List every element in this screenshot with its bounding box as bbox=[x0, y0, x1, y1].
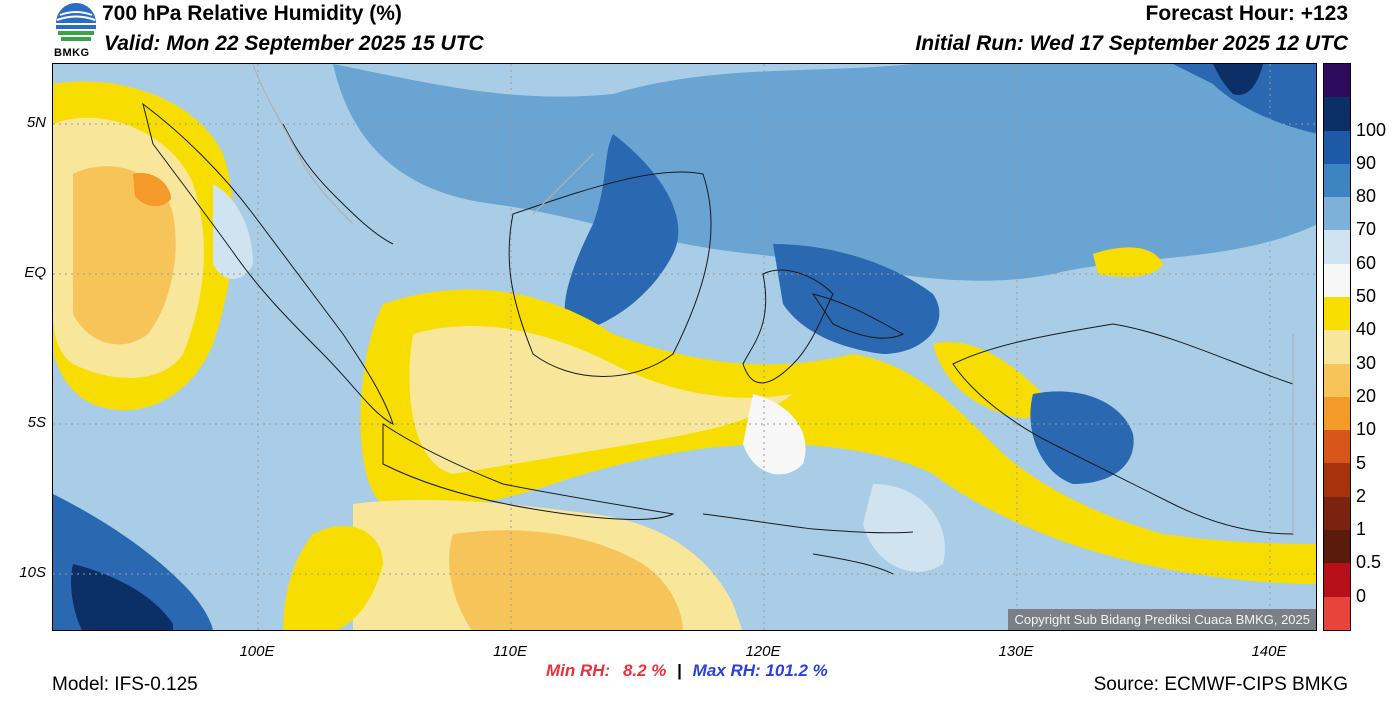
colorbar-label: 50 bbox=[1356, 286, 1377, 307]
colorbar-segment bbox=[1324, 496, 1350, 530]
colorbar-segment bbox=[1324, 563, 1350, 597]
initial-run: Initial Run: Wed 17 September 2025 12 UT… bbox=[915, 32, 1348, 55]
colorbar-label: 2 bbox=[1356, 485, 1367, 506]
bmkg-logo: BMKG bbox=[52, 1, 100, 59]
lat-label-5n: 5N bbox=[26, 114, 46, 131]
lat-label-5s: 5S bbox=[27, 414, 46, 431]
source-label: Source: ECMWF-CIPS BMKG bbox=[1093, 674, 1348, 695]
stats-separator: | bbox=[677, 661, 682, 680]
colorbar-segment bbox=[1324, 64, 1350, 98]
chart-title: 700 hPa Relative Humidity (%) bbox=[102, 2, 402, 25]
lon-label-130e: 130E bbox=[998, 643, 1034, 660]
colorbar-label: 1 bbox=[1356, 519, 1367, 540]
colorbar-label: 80 bbox=[1356, 186, 1377, 207]
colorbar-segment bbox=[1324, 363, 1350, 397]
colorbar-label: 20 bbox=[1356, 385, 1377, 406]
colorbar-label: 0.5 bbox=[1356, 552, 1382, 573]
colorbar-label: 5 bbox=[1356, 452, 1367, 473]
lon-label-140e: 140E bbox=[1251, 643, 1287, 660]
colorbar-segment bbox=[1324, 230, 1350, 264]
min-rh-value: 8.2 % bbox=[622, 661, 667, 680]
colorbar-segment bbox=[1324, 97, 1350, 131]
colorbar-segment bbox=[1324, 263, 1350, 297]
model-label: Model: IFS-0.125 bbox=[52, 674, 198, 695]
colorbar-segment bbox=[1324, 197, 1350, 231]
forecast-hour: Forecast Hour: +123 bbox=[1145, 2, 1349, 25]
lat-label-eq: EQ bbox=[24, 264, 46, 281]
colorbar-segment bbox=[1324, 130, 1350, 164]
rh-stats: Min RH: 8.2 % | Max RH: 101.2 % bbox=[546, 661, 828, 681]
humidity-map bbox=[52, 63, 1317, 631]
copyright-notice: Copyright Sub Bidang Prediksi Cuaca BMKG… bbox=[1008, 609, 1316, 630]
colorbar-segment bbox=[1324, 529, 1350, 564]
lon-label-120e: 120E bbox=[745, 643, 781, 660]
colorbar-label: 10 bbox=[1356, 419, 1377, 440]
colorbar-segment bbox=[1324, 163, 1350, 198]
colorbar bbox=[1323, 63, 1351, 631]
colorbar-label: 40 bbox=[1356, 319, 1377, 340]
logo-text: BMKG bbox=[54, 47, 90, 59]
colorbar-label: 100 bbox=[1356, 119, 1387, 140]
colorbar-segment bbox=[1324, 596, 1350, 630]
colorbar-label: 0 bbox=[1356, 585, 1367, 606]
bmkg-logo-emblem bbox=[56, 3, 96, 41]
max-rh-value: 101.2 % bbox=[765, 661, 828, 680]
colorbar-label: 70 bbox=[1356, 219, 1377, 240]
lat-label-10s: 10S bbox=[19, 564, 46, 581]
max-rh-label: Max RH: bbox=[692, 661, 761, 680]
valid-time: Valid: Mon 22 September 2025 15 UTC bbox=[104, 32, 484, 55]
humidity-field bbox=[53, 64, 1316, 630]
colorbar-segment bbox=[1324, 330, 1350, 364]
min-rh-label: Min RH: bbox=[546, 661, 611, 680]
colorbar-label: 90 bbox=[1356, 152, 1377, 173]
colorbar-segment bbox=[1324, 463, 1350, 497]
colorbar-segment bbox=[1324, 396, 1350, 431]
colorbar-label: 60 bbox=[1356, 252, 1377, 273]
lon-label-100e: 100E bbox=[239, 643, 275, 660]
colorbar-segment bbox=[1324, 296, 1350, 331]
lon-label-110e: 110E bbox=[493, 643, 527, 660]
colorbar-label: 30 bbox=[1356, 352, 1377, 373]
colorbar-segment bbox=[1324, 430, 1350, 464]
